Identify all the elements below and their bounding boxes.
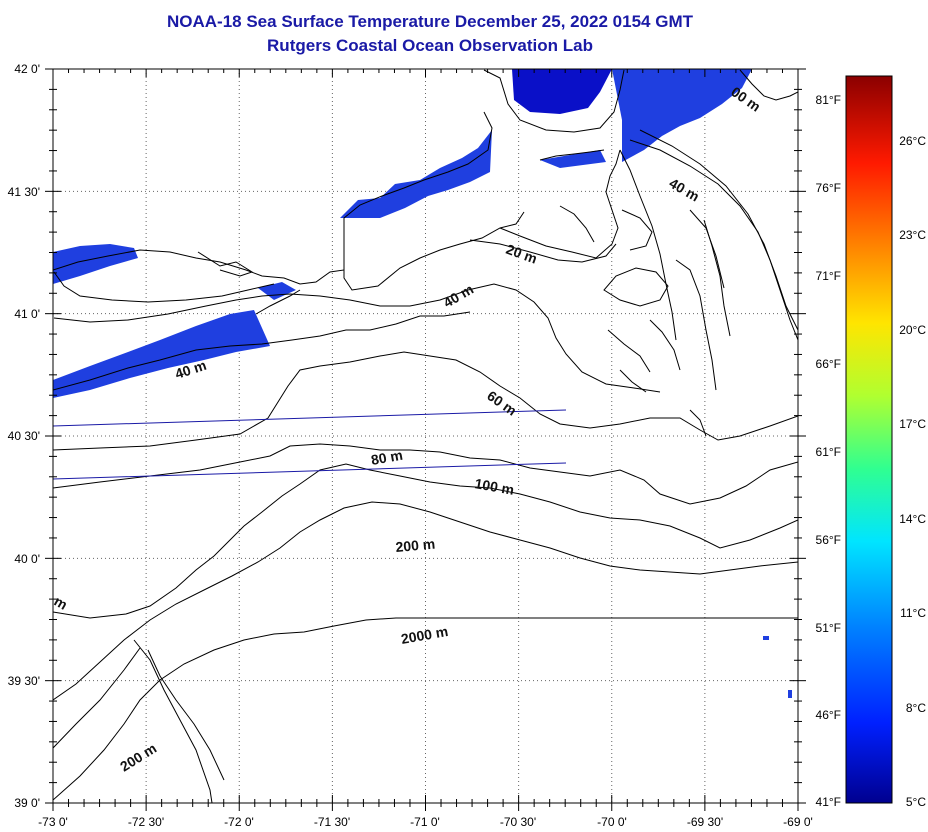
- colorbar-gradient: [845, 75, 893, 804]
- lat-label: 40 30': [8, 429, 40, 443]
- swath-edges: [53, 409, 567, 480]
- contour-20m: [469, 239, 617, 263]
- sst-patch-ri-sound: [340, 130, 492, 218]
- lon-label: -69 0': [783, 815, 813, 829]
- lon-label: -71 30': [314, 815, 350, 829]
- f-label: 56°F: [816, 533, 841, 547]
- colorbar: 81°F 76°F 71°F 66°F 61°F 56°F 51°F 46°F …: [816, 75, 926, 809]
- lon-label: -72 0': [224, 815, 254, 829]
- sst-patch-montauk: [258, 282, 296, 300]
- f-label: 66°F: [816, 357, 841, 371]
- lon-label: -70 30': [500, 815, 536, 829]
- c-label: 14°C: [899, 512, 926, 526]
- contour-40m-nearshore: [53, 283, 661, 393]
- contour-100m: [53, 463, 798, 619]
- label-200m-south: 200 m: [117, 740, 159, 775]
- sst-patches: [53, 69, 792, 698]
- sst-patch-ma-bay: [540, 150, 606, 168]
- c-label: 23°C: [899, 228, 926, 242]
- map-content: 40 m 40 m 20 m 40 m 60 m 80 m 100 m 200 …: [52, 69, 798, 803]
- contour-40m-south-li: [53, 311, 471, 391]
- latitude-labels: 42 0' 41 30' 41 0' 40 30' 40 0' 39 30' 3…: [8, 62, 40, 810]
- map-title: NOAA-18 Sea Surface Temperature December…: [167, 12, 693, 31]
- sst-patch-ct-coast: [53, 244, 138, 284]
- f-label: 61°F: [816, 445, 841, 459]
- lon-label: -71 0': [410, 815, 440, 829]
- contour-200m: [53, 501, 798, 701]
- sst-speck-1: [763, 636, 769, 640]
- lat-label: 41 0': [14, 307, 40, 321]
- longitude-labels: -73 0' -72 30' -72 0' -71 30' -71 0' -70…: [38, 815, 813, 829]
- colorbar-fahrenheit: 81°F 76°F 71°F 66°F 61°F 56°F 51°F 46°F …: [816, 93, 841, 809]
- lat-label: 39 0': [14, 796, 40, 810]
- label-40m-shelf: 40 m: [441, 281, 477, 311]
- label-20m: 20 m: [504, 241, 539, 267]
- map-subtitle: Rutgers Coastal Ocean Observation Lab: [267, 36, 593, 55]
- contour-2000m: [53, 617, 798, 801]
- lon-label: -73 0': [38, 815, 68, 829]
- f-label: 41°F: [816, 795, 841, 809]
- lat-label: 40 0': [14, 552, 40, 566]
- label-60m: 60 m: [484, 387, 519, 418]
- contour-shoal-east-2: [639, 129, 798, 331]
- colorbar-celsius: 26°C 23°C 20°C 17°C 14°C 11°C 8°C 5°C: [899, 134, 926, 809]
- c-label: 17°C: [899, 417, 926, 431]
- label-40m-cape: 40 m: [667, 175, 703, 205]
- contour-60m: [53, 351, 798, 451]
- sst-patch-cape-cod-bay: [512, 69, 612, 114]
- lat-label: 41 30': [8, 185, 40, 199]
- f-label: 71°F: [816, 269, 841, 283]
- lon-label: -72 30': [128, 815, 164, 829]
- coastline: [53, 69, 798, 341]
- lon-label: -69 30': [687, 815, 723, 829]
- label-100m: 100 m: [473, 475, 515, 498]
- f-label: 81°F: [816, 93, 841, 107]
- shoals: [559, 205, 731, 437]
- sst-patch-long-island-south: [53, 310, 270, 398]
- f-label: 46°F: [816, 708, 841, 722]
- f-label: 76°F: [816, 181, 841, 195]
- lat-label: 42 0': [14, 62, 40, 76]
- lon-label: -70 0': [597, 815, 627, 829]
- f-label: 51°F: [816, 621, 841, 635]
- label-m-west: m: [52, 593, 71, 613]
- contour-shoal-east: [629, 139, 798, 341]
- label-200m-shelf: 200 m: [395, 536, 436, 555]
- c-label: 20°C: [899, 323, 926, 337]
- sst-patch-cape-east: [612, 69, 752, 162]
- label-00m-northeast: 00 m: [728, 83, 763, 114]
- lat-label: 39 30': [8, 674, 40, 688]
- contour-shelf-break: [53, 647, 141, 749]
- map-ticks: [45, 68, 806, 811]
- c-label: 8°C: [906, 701, 926, 715]
- label-80m: 80 m: [370, 447, 404, 468]
- depth-contours: [53, 129, 798, 803]
- contour-canyon-2: [147, 649, 225, 781]
- c-label: 5°C: [906, 795, 926, 809]
- c-label: 11°C: [900, 606, 926, 620]
- contour-canyon: [133, 639, 213, 803]
- sst-speck-2: [788, 690, 792, 698]
- label-2000m: 2000 m: [400, 623, 450, 647]
- contour-80m: [53, 443, 798, 505]
- c-label: 26°C: [899, 134, 926, 148]
